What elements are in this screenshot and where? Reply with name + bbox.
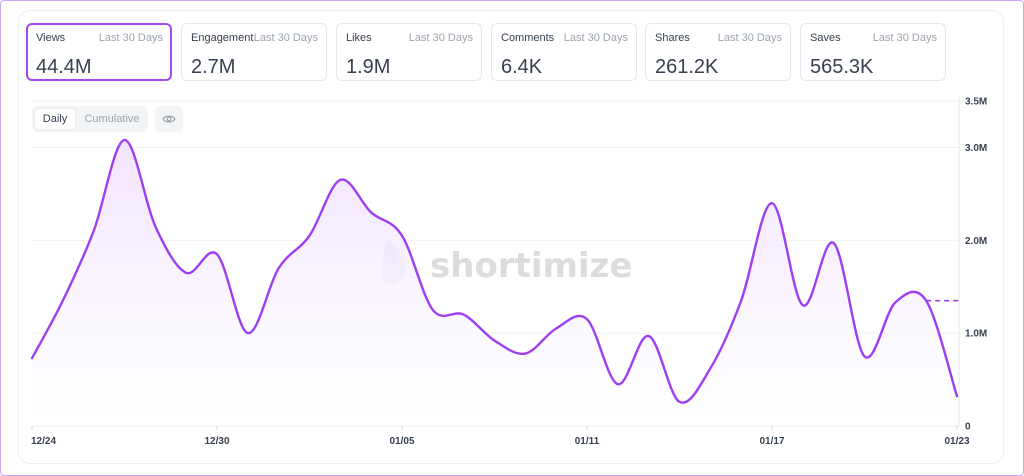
data-point-01/13 xyxy=(648,335,650,337)
y-tick-label: 3.0M xyxy=(965,143,987,154)
metric-label: Shares xyxy=(655,32,690,44)
y-tick-label: 0 xyxy=(965,422,971,433)
metric-card-comments[interactable]: Comments Last 30 Days 6.4K xyxy=(491,23,637,81)
metric-card-saves[interactable]: Saves Last 30 Days 565.3K xyxy=(800,23,946,81)
metric-label: Engagement xyxy=(191,32,254,44)
data-point-01/16 xyxy=(740,300,742,302)
metric-range: Last 30 Days xyxy=(872,32,937,44)
data-point-12/30 xyxy=(216,253,218,255)
metric-value: 1.9M xyxy=(346,56,391,78)
x-tick-label: 12/24 xyxy=(31,436,56,447)
data-point-01/01 xyxy=(278,267,280,269)
cumulative-option[interactable]: Cumulative xyxy=(84,113,140,125)
data-point-01/22 xyxy=(925,300,927,302)
data-point-12/27 xyxy=(124,139,126,141)
visibility-toggle-button[interactable] xyxy=(155,106,183,132)
x-tick-label: 01/05 xyxy=(389,436,414,447)
data-point-12/25 xyxy=(62,300,64,302)
metric-label: Likes xyxy=(346,32,372,44)
data-point-01/19 xyxy=(833,242,835,244)
data-point-01/15 xyxy=(709,367,711,369)
data-point-01/06 xyxy=(432,309,434,311)
daily-option[interactable]: Daily xyxy=(35,109,75,129)
y-axis-ticks: 0 1.0M 2.0M 3.0M 3.5M xyxy=(965,97,987,433)
metric-card-engagement[interactable]: Engagement Last 30 Days 2.7M xyxy=(181,23,327,81)
metric-range: Last 30 Days xyxy=(717,32,782,44)
metric-label: Views xyxy=(36,32,66,44)
data-point-12/29 xyxy=(185,272,187,274)
metric-label: Comments xyxy=(501,32,555,44)
data-point-01/21 xyxy=(894,302,896,304)
data-point-01/12 xyxy=(617,383,619,385)
metric-range: Last 30 Days xyxy=(563,32,628,44)
metric-card-shares[interactable]: Shares Last 30 Days 261.2K xyxy=(645,23,791,81)
watermark-text: shortimize xyxy=(430,246,632,286)
data-point-01/14 xyxy=(679,401,681,403)
data-point-01/07 xyxy=(463,314,465,316)
metric-value: 565.3K xyxy=(810,56,874,78)
x-axis-ticks: 12/24 12/30 01/05 01/11 01/17 01/23 xyxy=(31,426,970,447)
data-point-12/24 xyxy=(31,357,33,359)
data-point-01/20 xyxy=(864,355,866,357)
data-point-12/26 xyxy=(93,230,95,232)
data-point-01/10 xyxy=(555,328,557,330)
metric-card-views[interactable]: Views Last 30 Days 44.4M xyxy=(26,23,172,81)
x-tick-label: 01/11 xyxy=(575,436,600,447)
data-point-01/02 xyxy=(309,235,311,237)
y-tick-label: 2.0M xyxy=(965,236,987,247)
metric-range: Last 30 Days xyxy=(98,32,163,44)
data-point-01/23 xyxy=(956,395,958,397)
metric-value: 44.4M xyxy=(36,56,92,78)
data-point-01/03 xyxy=(339,179,341,181)
metric-range: Last 30 Days xyxy=(408,32,473,44)
data-point-12/28 xyxy=(154,225,156,227)
metric-range: Last 30 Days xyxy=(253,32,318,44)
data-point-01/09 xyxy=(524,353,526,355)
metric-label: Saves xyxy=(810,32,841,44)
y-tick-label: 3.5M xyxy=(965,97,987,108)
metric-card-likes[interactable]: Likes Last 30 Days 1.9M xyxy=(336,23,482,81)
x-tick-label: 01/23 xyxy=(944,436,969,447)
data-point-01/08 xyxy=(494,340,496,342)
data-point-01/18 xyxy=(802,304,804,306)
views-line xyxy=(30,138,959,404)
x-tick-label: 01/17 xyxy=(759,436,784,447)
view-mode-toggle: Daily Cumulative xyxy=(32,106,148,132)
metric-value: 261.2K xyxy=(655,56,719,78)
data-point-12/31 xyxy=(247,332,249,334)
x-tick-label: 12/30 xyxy=(204,436,229,447)
y-tick-label: 1.0M xyxy=(965,329,987,340)
data-point-01/05 xyxy=(401,235,403,237)
eye-icon xyxy=(162,115,176,123)
metric-value: 6.4K xyxy=(501,56,543,78)
views-area xyxy=(32,139,957,426)
metric-value: 2.7M xyxy=(191,56,236,78)
data-point-01/04 xyxy=(370,211,372,213)
data-point-01/17 xyxy=(771,202,773,204)
data-point-01/11 xyxy=(586,318,588,320)
